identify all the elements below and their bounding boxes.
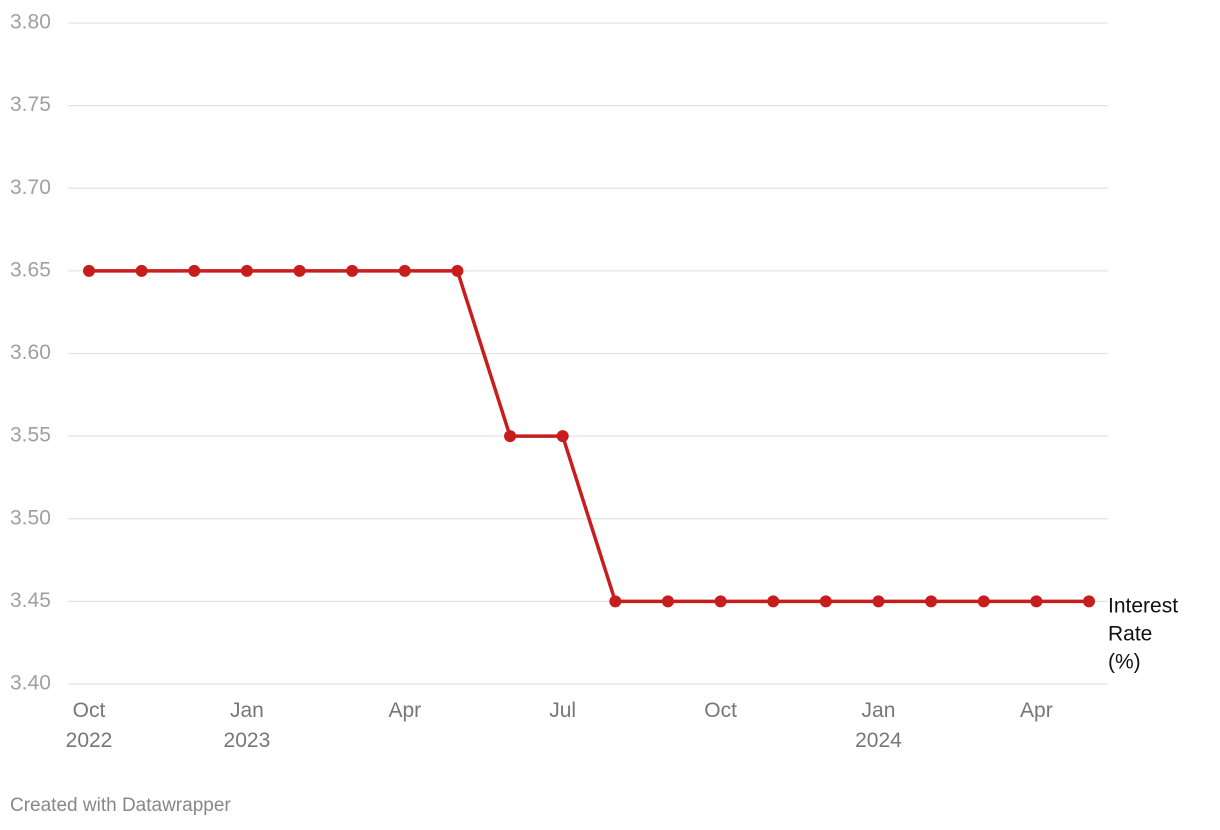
y-tick-label: 3.40	[10, 672, 51, 695]
data-point	[1030, 595, 1043, 608]
data-point	[661, 595, 674, 608]
data-point	[1083, 595, 1095, 608]
data-point	[819, 595, 832, 608]
data-point	[977, 595, 990, 608]
y-tick-label: 3.80	[10, 11, 51, 34]
data-point	[293, 264, 306, 277]
y-tick-label: 3.65	[10, 258, 51, 281]
data-point	[504, 430, 517, 443]
y-tick-label: 3.60	[10, 341, 51, 364]
x-tick-label: Jan 2024	[855, 699, 902, 752]
data-point	[240, 264, 253, 277]
y-tick-label: 3.75	[10, 93, 51, 116]
x-tick-label: Oct	[704, 699, 737, 722]
data-point	[135, 264, 148, 277]
data-point	[83, 264, 95, 277]
y-tick-label: 3.70	[10, 176, 51, 199]
x-tick-label: Oct 2022	[66, 699, 113, 752]
x-tick-label: Jan 2023	[224, 699, 271, 752]
y-tick-label: 3.45	[10, 589, 51, 612]
series-label: Interest Rate (%)	[1108, 594, 1178, 673]
y-tick-label: 3.55	[10, 424, 51, 447]
data-point	[767, 595, 780, 608]
x-tick-label: Apr	[388, 699, 421, 722]
data-point	[188, 264, 201, 277]
data-point	[609, 595, 622, 608]
data-point	[398, 264, 411, 277]
x-tick-label: Jul	[549, 699, 576, 722]
data-point	[451, 264, 464, 277]
data-point	[346, 264, 359, 277]
series-line	[89, 269, 1089, 604]
data-point	[872, 595, 885, 608]
data-point	[556, 430, 569, 443]
x-tick-label: Apr	[1020, 699, 1053, 722]
footer-credit: Created with Datawrapper	[10, 795, 231, 816]
data-point	[714, 595, 727, 608]
y-tick-label: 3.50	[10, 506, 51, 529]
data-point	[925, 595, 938, 608]
